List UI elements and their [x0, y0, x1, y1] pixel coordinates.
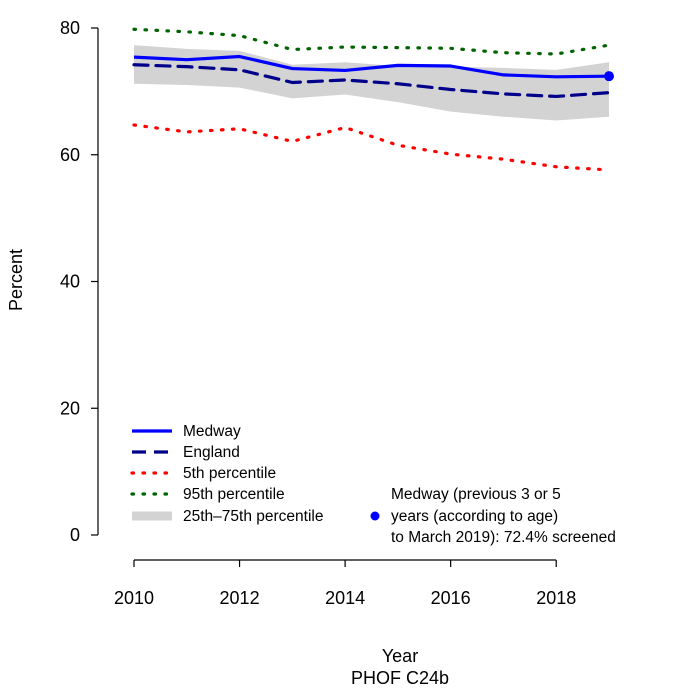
marker-legend-label: years (according to age)	[391, 508, 558, 525]
series-line-england	[132, 63, 611, 99]
legend-key-marker	[370, 511, 380, 521]
legend: Medway England 5th percentile 95th percenti…	[130, 423, 616, 546]
x-tick-label: 2012	[220, 588, 260, 608]
series-line-95th-percentile	[132, 27, 611, 56]
y-tick-label: 20	[60, 398, 80, 418]
x-tick-label: 2018	[536, 588, 576, 608]
series-layer	[132, 27, 611, 172]
legend-label: 5th percentile	[183, 465, 276, 482]
y-axis-label: Percent	[6, 249, 26, 311]
y-tick-label: 60	[60, 145, 80, 165]
marker-legend-label: Medway (previous 3 or 5	[391, 486, 561, 503]
series-line-5th-percentile	[132, 123, 611, 172]
legend-label: 25th–75th percentile	[183, 508, 323, 525]
legend-label: England	[183, 444, 240, 461]
x-tick-label: 2010	[114, 588, 154, 608]
y-tick-label: 80	[60, 18, 80, 38]
x-tick-label: 2014	[325, 588, 365, 608]
marker-legend-label: to March 2019): 72.4% screened	[391, 529, 616, 546]
percentile-band-layer	[134, 45, 609, 121]
marker-layer	[604, 71, 614, 82]
chart-caption: PHOF C24b	[351, 668, 449, 688]
x-tick-label: 2016	[431, 588, 471, 608]
percentile-band	[134, 45, 609, 121]
axes-layer: 0 20 40 60 80 2010 2012 2014 2016 2018	[60, 18, 576, 608]
y-tick-label: 40	[60, 272, 80, 292]
y-tick-label: 0	[70, 525, 80, 545]
x-axis-label: Year	[382, 646, 418, 666]
legend-label: Medway	[183, 423, 241, 440]
latest-value-marker	[604, 71, 614, 82]
series-line-medway	[133, 54, 610, 79]
legend-label: 95th percentile	[183, 486, 285, 503]
